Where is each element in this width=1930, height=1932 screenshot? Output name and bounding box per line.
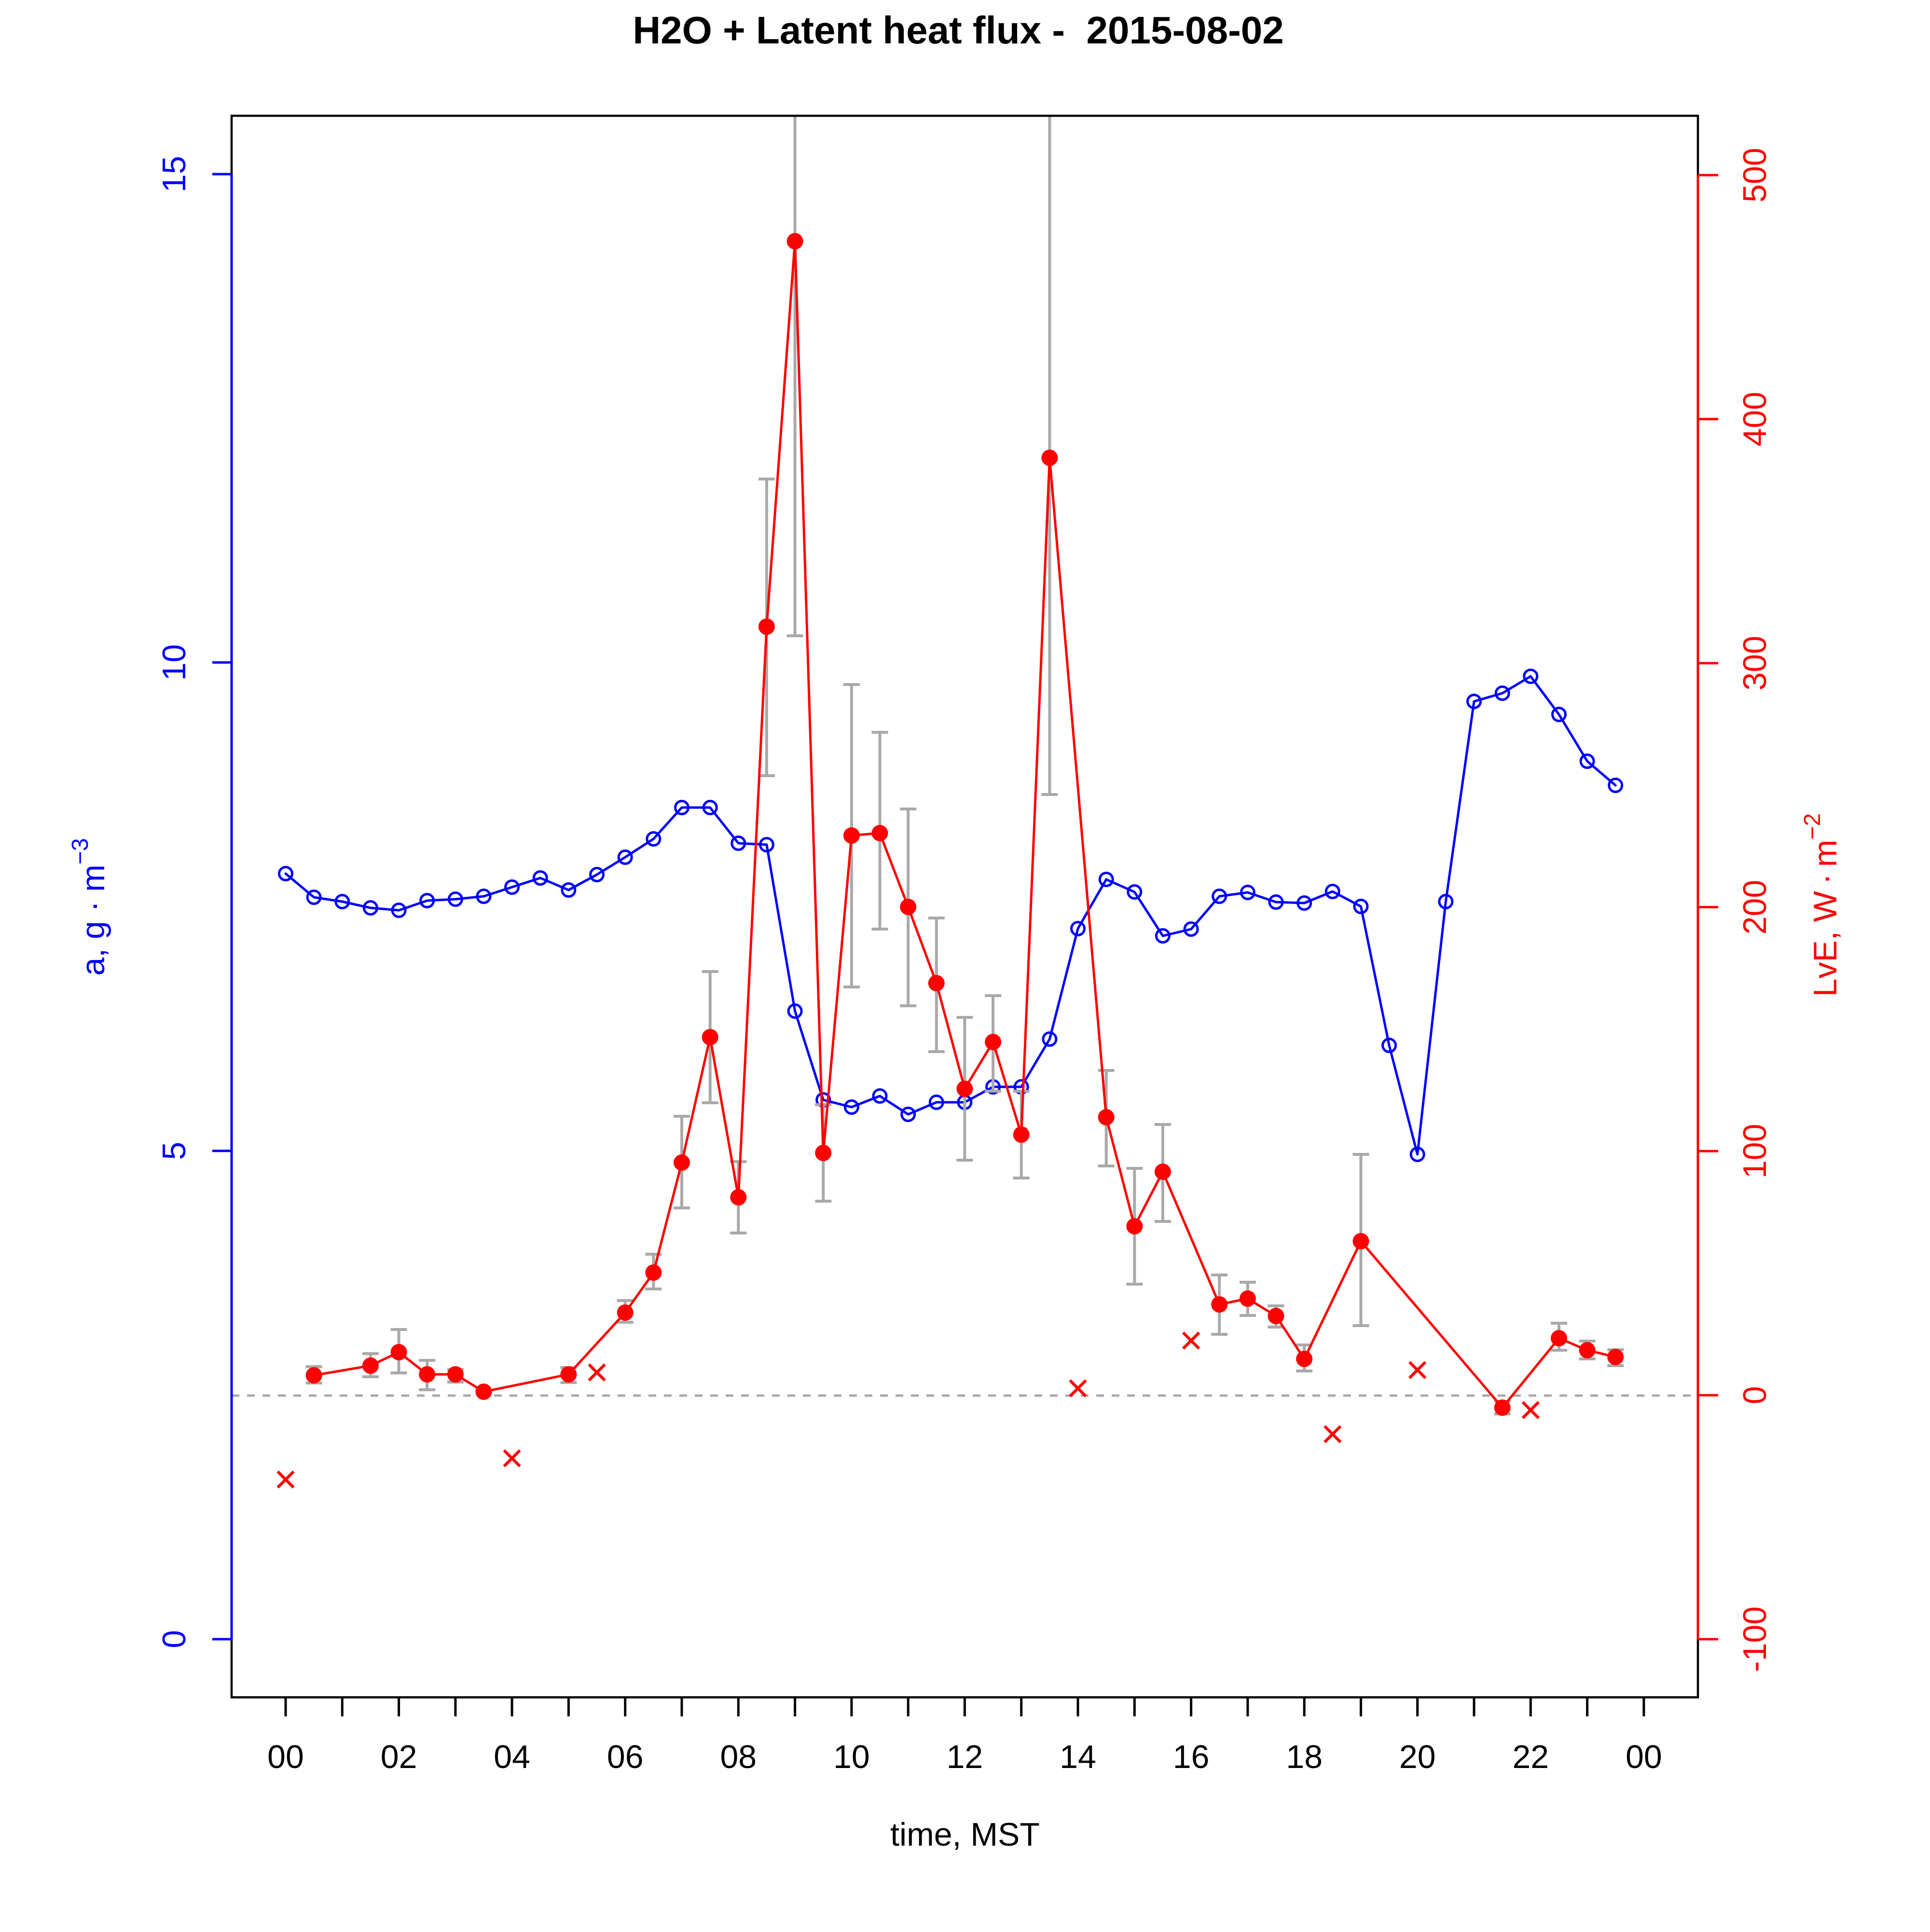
svg-text:08: 08 xyxy=(720,1739,757,1775)
svg-text:14: 14 xyxy=(1060,1739,1096,1775)
svg-text:06: 06 xyxy=(607,1739,644,1775)
svg-text:5: 5 xyxy=(156,1142,193,1160)
svg-text:10: 10 xyxy=(833,1739,870,1775)
svg-text:10: 10 xyxy=(156,644,193,681)
svg-text:00: 00 xyxy=(267,1739,304,1775)
svg-text:0: 0 xyxy=(1737,1386,1773,1404)
svg-text:LvE, W · m−2: LvE, W · m−2 xyxy=(1800,813,1844,997)
svg-text:300: 300 xyxy=(1737,636,1773,690)
svg-text:100: 100 xyxy=(1737,1124,1773,1178)
svg-text:16: 16 xyxy=(1173,1739,1210,1775)
svg-text:04: 04 xyxy=(494,1739,530,1775)
svg-text:15: 15 xyxy=(156,156,193,192)
svg-text:18: 18 xyxy=(1286,1739,1323,1775)
svg-text:20: 20 xyxy=(1399,1739,1436,1775)
svg-text:-100: -100 xyxy=(1737,1606,1773,1672)
svg-text:12: 12 xyxy=(947,1739,983,1775)
svg-text:500: 500 xyxy=(1737,148,1773,202)
svg-text:H2O + Latent heat flux - 2015: H2O + Latent heat flux - 2015-08-02 xyxy=(633,9,1283,52)
svg-text:time, MST: time, MST xyxy=(890,1816,1040,1853)
svg-text:200: 200 xyxy=(1737,880,1773,934)
svg-text:02: 02 xyxy=(381,1739,417,1775)
svg-text:400: 400 xyxy=(1737,392,1773,446)
svg-text:0: 0 xyxy=(156,1630,193,1648)
svg-text:00: 00 xyxy=(1626,1739,1662,1775)
svg-text:22: 22 xyxy=(1512,1739,1549,1775)
